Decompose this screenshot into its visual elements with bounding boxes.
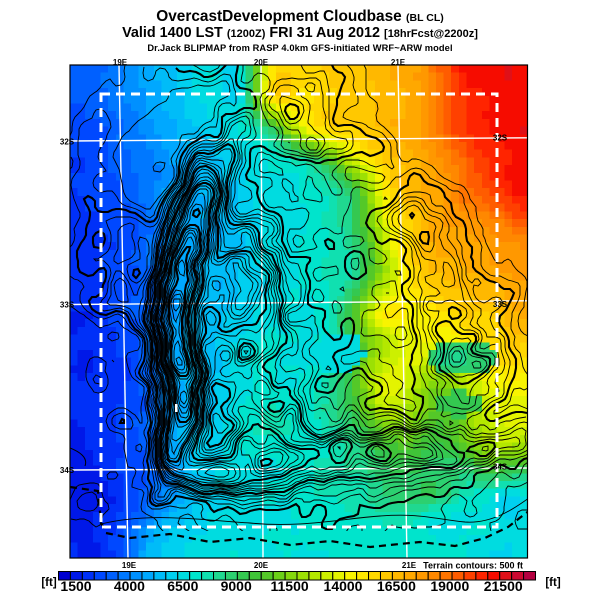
svg-text:4000: 4000 — [114, 578, 145, 594]
svg-text:9000: 9000 — [221, 578, 252, 594]
svg-text:OvercastDevelopment Cloudbase: OvercastDevelopment Cloudbase (BL CL) — [156, 8, 443, 25]
svg-text:20E: 20E — [254, 58, 269, 67]
svg-text:33S: 33S — [60, 301, 75, 310]
svg-text:Terrain contours: 500 ft: Terrain contours: 500 ft — [423, 561, 523, 571]
svg-text:32S: 32S — [493, 134, 508, 143]
svg-text:1500: 1500 — [60, 578, 91, 594]
svg-text:[ft]: [ft] — [545, 577, 560, 589]
svg-text:[ft]: [ft] — [41, 577, 56, 589]
svg-text:19E: 19E — [113, 58, 128, 67]
svg-text:19000: 19000 — [430, 578, 469, 594]
svg-text:34S: 34S — [493, 463, 508, 472]
svg-text:33S: 33S — [493, 300, 508, 309]
svg-text:19E: 19E — [122, 561, 137, 570]
svg-text:21E: 21E — [402, 561, 417, 570]
svg-text:Dr.Jack BLIPMAP from RASP 4.0k: Dr.Jack BLIPMAP from RASP 4.0km GFS-init… — [147, 43, 452, 53]
svg-text:11500: 11500 — [271, 578, 309, 594]
svg-text:Valid 1400 LST (1200Z) FRI 31: Valid 1400 LST (1200Z) FRI 31 Aug 2012 [… — [122, 25, 478, 41]
svg-text:21E: 21E — [391, 58, 406, 67]
svg-text:20E: 20E — [254, 561, 269, 570]
svg-text:14000: 14000 — [324, 578, 363, 594]
svg-text:16500: 16500 — [377, 578, 416, 594]
svg-text:6500: 6500 — [167, 578, 198, 594]
svg-text:21500: 21500 — [484, 578, 523, 594]
svg-text:32S: 32S — [60, 138, 75, 147]
svg-text:34S: 34S — [60, 466, 75, 475]
